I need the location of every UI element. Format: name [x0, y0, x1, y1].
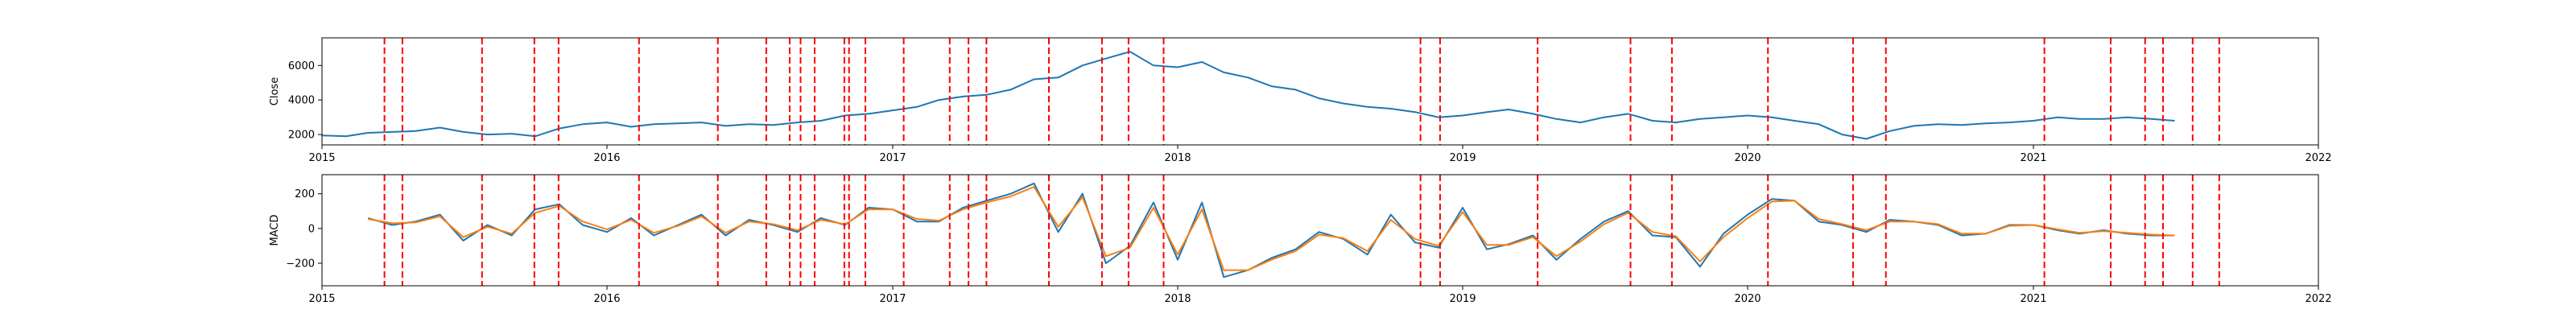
x-tick-label: 2022 — [2305, 293, 2331, 305]
series-line-1 — [322, 51, 2175, 140]
x-tick-label: 2015 — [308, 152, 335, 164]
x-tick-label: 2017 — [879, 152, 906, 164]
x-tick-label: 2016 — [593, 293, 620, 305]
y-axis-label: MACD — [269, 215, 281, 246]
x-tick-label: 2022 — [2305, 152, 2331, 164]
x-tick-label: 2020 — [1734, 293, 1761, 305]
x-tick-label: 2019 — [1449, 293, 1476, 305]
axes-frame — [321, 174, 2319, 287]
x-tick-label: 2017 — [879, 293, 906, 305]
series-line-2 — [368, 186, 2175, 271]
x-tick-label: 2021 — [2020, 293, 2046, 305]
y-tick-label: 6000 — [288, 60, 315, 72]
x-tick-label: 2016 — [593, 152, 620, 164]
x-tick-label: 2018 — [1164, 152, 1191, 164]
y-tick-label: 200 — [295, 188, 315, 200]
y-tick-label: 2000 — [288, 130, 315, 142]
y-tick-label: 4000 — [288, 95, 315, 107]
x-tick-label: 2020 — [1734, 152, 1761, 164]
x-tick-label: 2015 — [308, 293, 335, 305]
x-tick-label: 2018 — [1164, 293, 1191, 305]
close-price-panel: 2015 2016 2017 2018 2019 2020 2021 2022 2000 4000… — [269, 37, 2332, 164]
x-tick-label: 2019 — [1449, 152, 1476, 164]
axes-frame — [321, 37, 2319, 146]
y-tick-label: −200 — [286, 258, 315, 270]
x-tick-label: 2021 — [2020, 152, 2046, 164]
macd-panel: 2015 2016 2017 2018 2019 2020 2021 2022 −200 0 200… — [269, 174, 2332, 305]
y-tick-label: 0 — [308, 223, 315, 235]
y-axis-label: Close — [269, 77, 281, 105]
